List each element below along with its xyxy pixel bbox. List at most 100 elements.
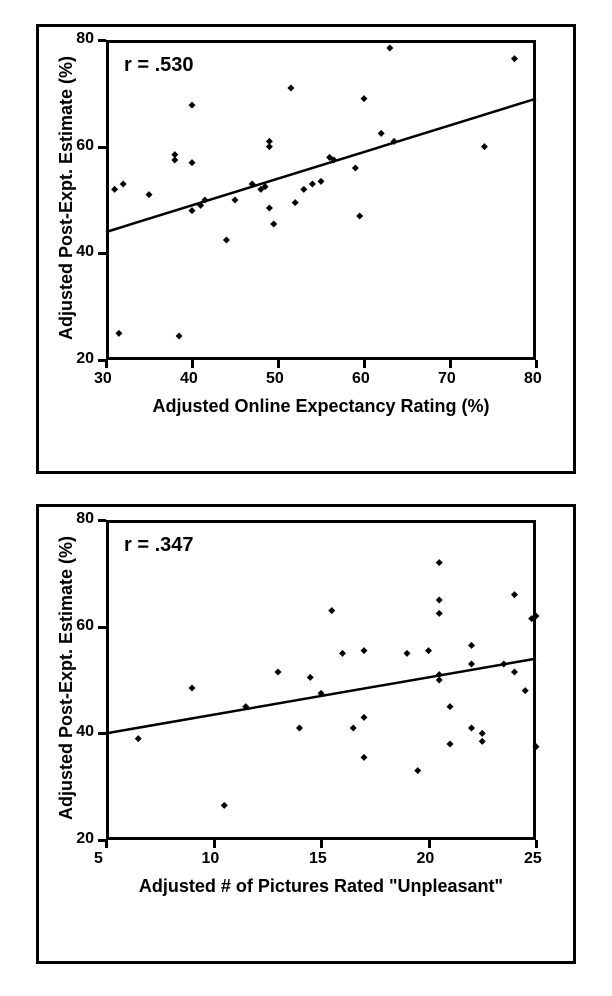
scatter-bottom [106, 520, 536, 840]
data-point [404, 650, 411, 657]
data-point [292, 199, 299, 206]
data-point [221, 802, 228, 809]
data-point [361, 714, 368, 721]
data-point [296, 725, 303, 732]
x-tick [363, 360, 366, 368]
x-tick-label: 50 [266, 370, 284, 388]
data-point [481, 143, 488, 150]
data-point [111, 186, 118, 193]
data-point [115, 330, 122, 337]
data-point [511, 55, 518, 62]
data-point [300, 186, 307, 193]
y-tick [98, 626, 106, 629]
x-axis-label: Adjusted # of Pictures Rated "Unpleasant… [106, 876, 536, 897]
data-point [232, 197, 239, 204]
data-point [287, 85, 294, 92]
scatter-top [106, 40, 536, 360]
x-tick-label: 80 [524, 370, 542, 388]
y-tick [98, 252, 106, 255]
data-point [266, 205, 273, 212]
y-tick-label: 20 [76, 830, 94, 848]
data-point [447, 703, 454, 710]
y-tick [98, 146, 106, 149]
y-tick-label: 20 [76, 350, 94, 368]
data-point [223, 237, 230, 244]
figure-page: 20 40 60 80 30 40 50 60 70 80 Adjusted Online Expe… [0, 0, 612, 996]
x-tick-label: 5 [94, 850, 103, 868]
data-point [189, 685, 196, 692]
x-tick [277, 360, 280, 368]
correlation-label: r = .530 [124, 54, 194, 77]
data-point [352, 165, 359, 172]
data-point [468, 642, 475, 649]
data-point [468, 725, 475, 732]
data-point [275, 669, 282, 676]
data-point [176, 333, 183, 340]
data-point [189, 207, 196, 214]
data-point [511, 591, 518, 598]
data-point [135, 735, 142, 742]
data-point [361, 647, 368, 654]
data-point [266, 143, 273, 150]
data-point [318, 178, 325, 185]
x-tick-label: 20 [417, 850, 435, 868]
y-tick-label: 60 [76, 137, 94, 155]
data-point [436, 677, 443, 684]
data-point [511, 669, 518, 676]
x-tick [428, 840, 431, 848]
data-point [361, 95, 368, 102]
data-point [189, 102, 196, 109]
data-point [378, 130, 385, 137]
y-tick-label: 60 [76, 617, 94, 635]
data-point [339, 650, 346, 657]
x-tick [213, 840, 216, 848]
data-point [447, 741, 454, 748]
y-tick [98, 732, 106, 735]
x-tick-label: 25 [524, 850, 542, 868]
data-point [500, 661, 507, 668]
x-tick [105, 360, 108, 368]
x-tick-label: 15 [309, 850, 327, 868]
data-point [436, 597, 443, 604]
data-point [309, 181, 316, 188]
data-point [522, 687, 529, 694]
data-point [479, 730, 486, 737]
x-tick [320, 840, 323, 848]
x-tick [535, 360, 538, 368]
data-point [436, 559, 443, 566]
y-axis-label: Adjusted Post-Expt. Estimate (%) [56, 56, 77, 340]
data-point [328, 607, 335, 614]
x-tick-label: 30 [94, 370, 112, 388]
y-tick-label: 40 [76, 243, 94, 261]
y-tick-label: 80 [76, 30, 94, 48]
y-tick-label: 80 [76, 510, 94, 528]
x-tick-label: 70 [438, 370, 456, 388]
y-axis-label: Adjusted Post-Expt. Estimate (%) [56, 536, 77, 820]
data-point [350, 725, 357, 732]
y-tick-label: 40 [76, 723, 94, 741]
data-point [479, 738, 486, 745]
y-tick [98, 519, 106, 522]
x-tick-label: 60 [352, 370, 370, 388]
data-point [189, 159, 196, 166]
data-point [436, 610, 443, 617]
y-tick [98, 39, 106, 42]
data-point [386, 45, 393, 52]
data-point [270, 221, 277, 228]
regression-line [106, 99, 536, 232]
x-tick [535, 840, 538, 848]
data-point [425, 647, 432, 654]
x-axis-label: Adjusted Online Expectancy Rating (%) [106, 396, 536, 417]
data-point [307, 674, 314, 681]
x-tick-label: 10 [202, 850, 220, 868]
x-tick [191, 360, 194, 368]
x-tick-label: 40 [180, 370, 198, 388]
data-point [120, 181, 127, 188]
x-tick [105, 840, 108, 848]
data-point [356, 213, 363, 220]
data-point [146, 191, 153, 198]
data-point [414, 767, 421, 774]
x-tick [449, 360, 452, 368]
correlation-label: r = .347 [124, 534, 194, 557]
data-point [171, 157, 178, 164]
